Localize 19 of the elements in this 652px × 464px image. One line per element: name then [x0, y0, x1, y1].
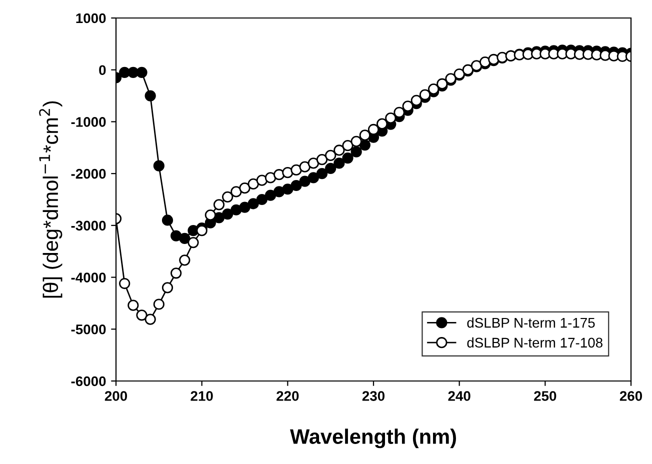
legend-label: dSLBP N-term 17-108	[467, 337, 602, 348]
y-axis-title: [θ] (deg*dmol$^{−1}$*cm$^{2}$)	[39, 101, 62, 298]
y-tick-label: -3000	[71, 220, 106, 231]
x-tick-label: 220	[276, 391, 299, 401]
x-tick-label: 200	[104, 391, 128, 401]
x-tick-label: 240	[448, 391, 470, 401]
y-tick-label: -4000	[71, 272, 106, 282]
x-tick-label: 260	[620, 391, 642, 401]
x-tick-label: 250	[534, 391, 556, 401]
legend-label: dSLBP N-term 1-175	[467, 318, 595, 328]
y-tick-label: 0	[99, 65, 106, 76]
x-axis-title: Wavelength (nm)	[290, 428, 456, 448]
y-tick-label: -5000	[71, 324, 106, 334]
y-tick-label: -1000	[71, 117, 106, 127]
y-tick-label: -2000	[71, 168, 106, 179]
y-tick-label: 1000	[76, 13, 106, 24]
x-tick-label: 210	[190, 391, 213, 401]
y-tick-label: -6000	[71, 376, 106, 386]
x-tick-label: 230	[362, 391, 385, 401]
